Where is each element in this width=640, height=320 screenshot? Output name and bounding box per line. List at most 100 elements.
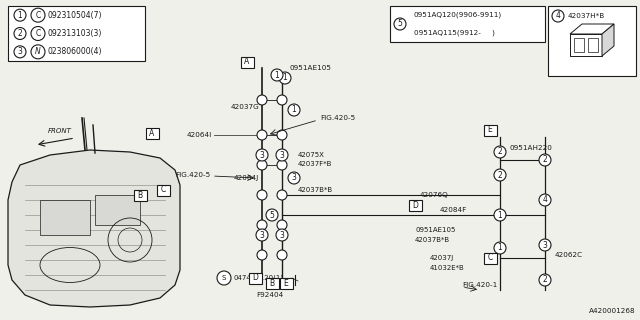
Text: E: E (488, 125, 492, 134)
Circle shape (494, 146, 506, 158)
Circle shape (288, 172, 300, 184)
Text: FIG.420-5: FIG.420-5 (320, 115, 355, 121)
Text: 2: 2 (543, 276, 547, 284)
Text: 2: 2 (498, 171, 502, 180)
Polygon shape (8, 150, 180, 307)
Circle shape (494, 169, 506, 181)
Circle shape (539, 274, 551, 286)
Bar (134, 189, 147, 201)
Text: 0951AH220: 0951AH220 (510, 145, 553, 151)
Text: 3: 3 (260, 150, 264, 159)
Text: 1: 1 (498, 244, 502, 252)
Bar (483, 252, 497, 263)
Circle shape (277, 220, 287, 230)
Text: D: D (412, 201, 418, 210)
Circle shape (257, 220, 267, 230)
Circle shape (266, 209, 278, 221)
Bar (145, 127, 159, 139)
Circle shape (276, 149, 288, 161)
Circle shape (279, 72, 291, 84)
Text: 047406120(1): 047406120(1) (234, 275, 284, 281)
Bar (483, 124, 497, 135)
Text: 1: 1 (283, 74, 287, 83)
Text: S: S (222, 275, 226, 281)
Text: 42037F*B: 42037F*B (298, 161, 332, 167)
Circle shape (539, 154, 551, 166)
Text: 3: 3 (260, 230, 264, 239)
Bar (548, 6, 636, 76)
Text: 42075X: 42075X (298, 152, 325, 158)
Text: F92404: F92404 (257, 292, 284, 298)
Circle shape (14, 9, 26, 21)
Circle shape (256, 229, 268, 241)
Text: 1: 1 (292, 106, 296, 115)
Text: 3: 3 (280, 230, 284, 239)
Text: 5: 5 (397, 20, 403, 28)
Bar (241, 57, 253, 68)
Circle shape (277, 160, 287, 170)
Bar (8, 6, 145, 61)
Text: FRONT: FRONT (48, 128, 72, 134)
Circle shape (257, 95, 267, 105)
Text: D: D (252, 274, 258, 283)
Text: 42076Q: 42076Q (420, 192, 449, 198)
Circle shape (257, 250, 267, 260)
Circle shape (31, 27, 45, 41)
Text: C: C (35, 29, 40, 38)
Text: 2: 2 (543, 156, 547, 164)
Circle shape (271, 69, 283, 81)
Circle shape (494, 242, 506, 254)
Text: 42037B*B: 42037B*B (298, 187, 333, 193)
Circle shape (31, 45, 45, 59)
Text: 2: 2 (18, 29, 22, 38)
Text: E: E (284, 278, 289, 287)
Text: B: B (138, 190, 143, 199)
Circle shape (14, 28, 26, 39)
Circle shape (539, 239, 551, 251)
Text: 3: 3 (292, 173, 296, 182)
Circle shape (394, 18, 406, 30)
Text: 42064J: 42064J (234, 175, 259, 181)
Text: 42084F: 42084F (440, 207, 467, 213)
Bar (157, 185, 170, 196)
Text: 4: 4 (556, 12, 561, 20)
Text: A: A (149, 129, 155, 138)
Text: 0951AQ115(9912-     ): 0951AQ115(9912- ) (414, 30, 495, 36)
Text: 0951AE105: 0951AE105 (290, 65, 332, 71)
Text: 42037H*B: 42037H*B (568, 13, 605, 19)
Text: C: C (161, 186, 166, 195)
Text: N: N (35, 47, 41, 56)
Bar (570, 34, 602, 56)
Text: 092313103(3): 092313103(3) (48, 29, 102, 38)
Bar (390, 6, 545, 42)
Text: 42062C: 42062C (555, 252, 583, 258)
Text: 0951AE105: 0951AE105 (415, 227, 456, 233)
Circle shape (277, 190, 287, 200)
Circle shape (277, 95, 287, 105)
Text: 42037G: 42037G (230, 104, 259, 110)
Text: 42037B*B: 42037B*B (415, 237, 450, 243)
Bar (588, 38, 598, 52)
Text: FIG.420-5: FIG.420-5 (175, 172, 210, 178)
Bar (574, 38, 584, 52)
Text: 41032E*B: 41032E*B (430, 265, 465, 271)
Bar (280, 277, 292, 289)
Circle shape (256, 149, 268, 161)
Circle shape (288, 104, 300, 116)
Text: 3: 3 (543, 241, 547, 250)
Text: 023806000(4): 023806000(4) (48, 47, 102, 56)
Text: C: C (35, 11, 40, 20)
Text: A420001268: A420001268 (589, 308, 636, 314)
Bar (408, 199, 422, 211)
Text: FIG.420-1: FIG.420-1 (462, 282, 497, 288)
Circle shape (257, 190, 267, 200)
Polygon shape (602, 24, 614, 56)
Circle shape (217, 271, 231, 285)
Text: 0951AQ120(9906-9911): 0951AQ120(9906-9911) (414, 12, 502, 18)
Text: A: A (244, 58, 250, 67)
Text: 1: 1 (18, 11, 22, 20)
Text: 3: 3 (280, 150, 284, 159)
Text: B: B (269, 278, 275, 287)
Circle shape (552, 10, 564, 22)
Circle shape (494, 209, 506, 221)
